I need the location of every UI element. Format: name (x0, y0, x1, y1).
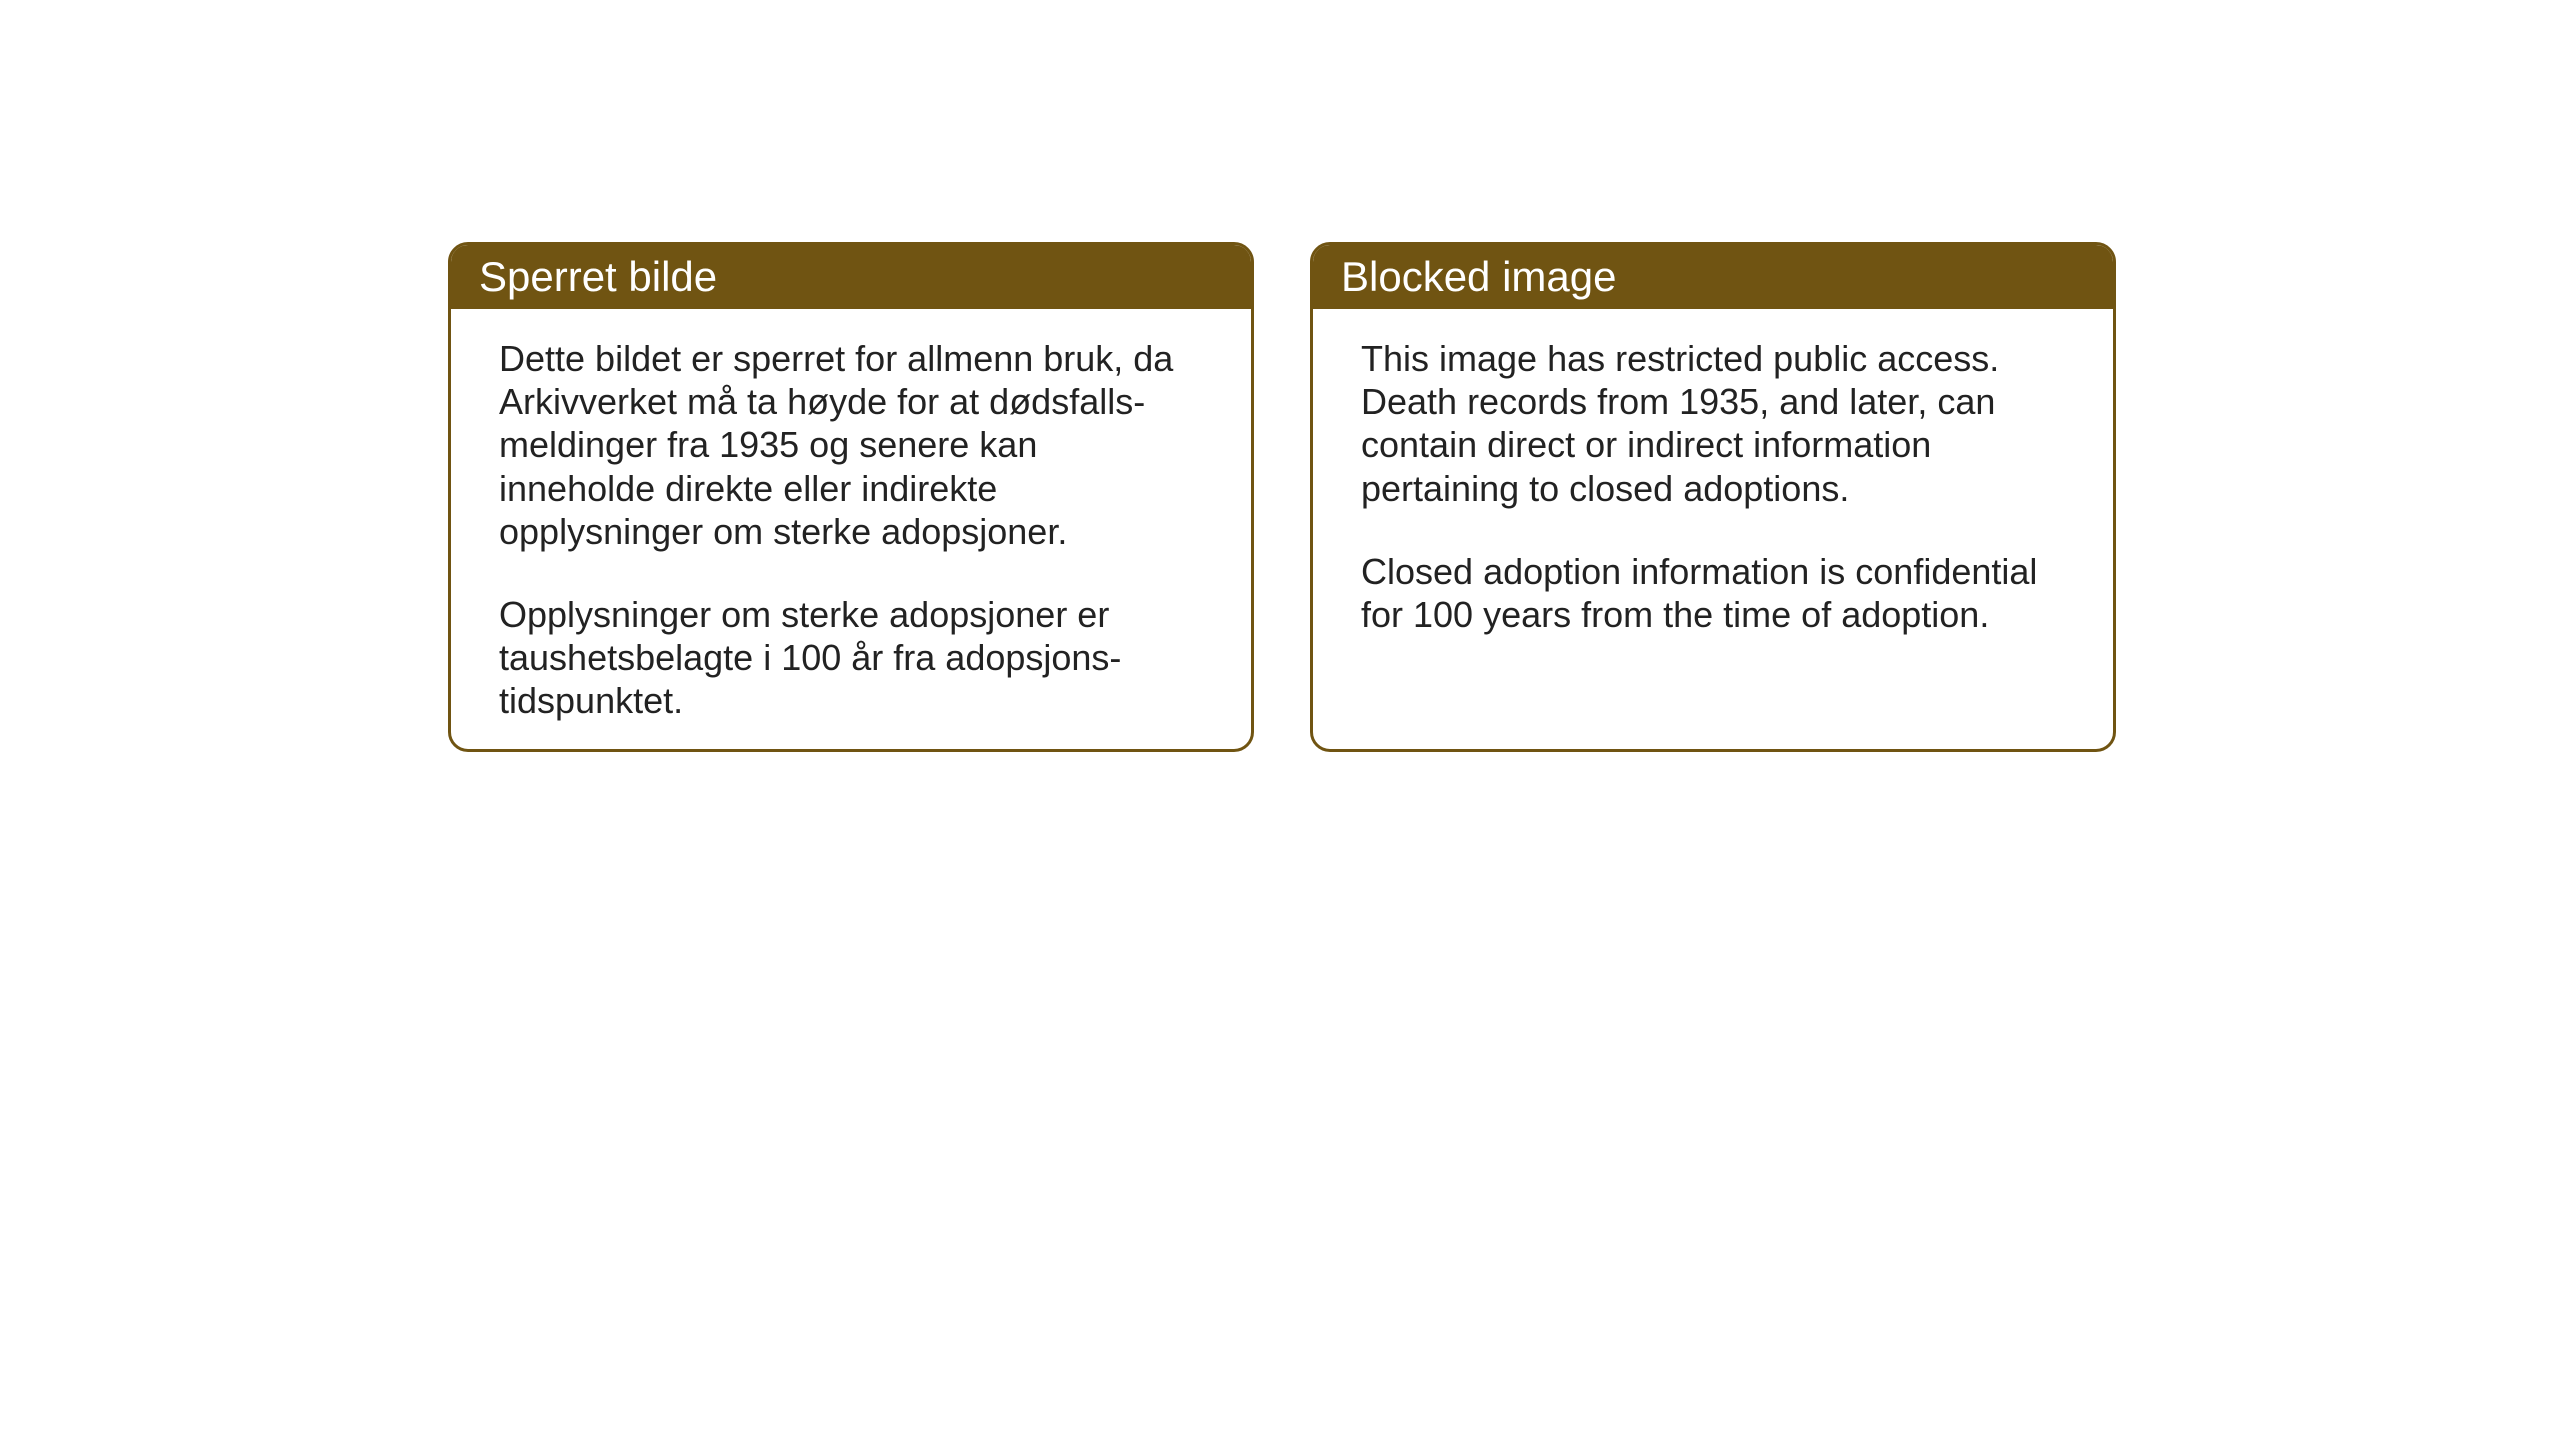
cards-container: Sperret bilde Dette bildet er sperret fo… (448, 242, 2116, 752)
card-norwegian-header: Sperret bilde (451, 245, 1251, 309)
card-norwegian-body: Dette bildet er sperret for allmenn bruk… (451, 309, 1251, 751)
card-english-title: Blocked image (1341, 253, 1616, 300)
card-english-paragraph-1: This image has restricted public access.… (1361, 337, 2065, 510)
card-norwegian-paragraph-1: Dette bildet er sperret for allmenn bruk… (499, 337, 1203, 553)
card-english-paragraph-2: Closed adoption information is confident… (1361, 550, 2065, 636)
card-norwegian-title: Sperret bilde (479, 253, 717, 300)
card-norwegian: Sperret bilde Dette bildet er sperret fo… (448, 242, 1254, 752)
card-norwegian-paragraph-2: Opplysninger om sterke adopsjoner er tau… (499, 593, 1203, 723)
card-english: Blocked image This image has restricted … (1310, 242, 2116, 752)
card-english-header: Blocked image (1313, 245, 2113, 309)
card-english-body: This image has restricted public access.… (1313, 309, 2113, 664)
